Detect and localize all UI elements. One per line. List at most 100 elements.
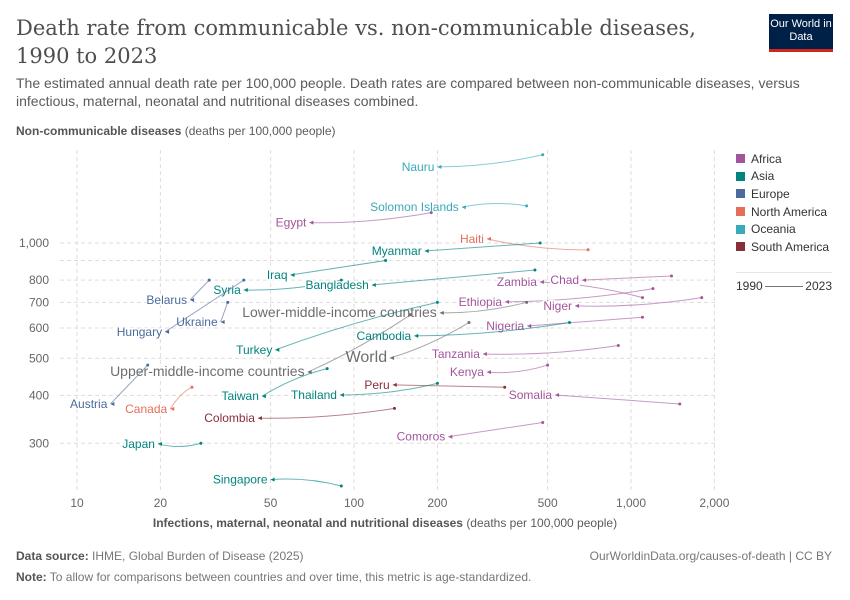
series-label: Bangladesh [305, 278, 368, 292]
series-label: Singapore [213, 473, 268, 487]
series-start-point [669, 274, 673, 278]
legend-label: Oceania [751, 222, 796, 237]
y-axis-label-bold: Non-communicable diseases [16, 124, 182, 138]
legend-swatch [736, 242, 745, 252]
legend: Africa Asia Europe North America Oceania Sout… [736, 150, 829, 256]
series-label: Comoros [397, 430, 446, 444]
legend-item[interactable]: Asia [736, 168, 829, 186]
series-label: Niger [543, 299, 572, 313]
legend-item[interactable]: Africa [736, 150, 829, 168]
x-tick-label: 20 [154, 496, 168, 510]
legend-swatch [736, 207, 745, 217]
x-tick-label: 2,000 [699, 496, 729, 510]
series-start-point [651, 287, 655, 291]
series-end-arrow [165, 329, 170, 334]
legend-item[interactable]: Oceania [736, 220, 829, 238]
series-label: Austria [70, 397, 108, 411]
time-arrow-icon [764, 285, 804, 287]
series-line [290, 260, 386, 276]
series-line [371, 269, 535, 286]
data-source: Data source: IHME, Global Burden of Dise… [16, 549, 303, 563]
series-line [164, 279, 245, 333]
legend-label: North America [751, 204, 828, 219]
series-start-point [384, 259, 388, 263]
series-label: Belarus [146, 293, 187, 307]
series-label: Peru [364, 378, 389, 392]
series-label: Zambia [497, 275, 537, 289]
series-start-point [435, 381, 439, 385]
y-axis-label-unit: (deaths per 100,000 people) [184, 124, 336, 138]
series-end-arrow [257, 416, 262, 421]
owid-logo[interactable]: Our World in Data [769, 14, 833, 52]
series-line [486, 364, 548, 374]
source-url-link[interactable]: OurWorldinData.org/causes-of-death | CC … [589, 549, 832, 563]
x-tick-label: 1,000 [616, 496, 646, 510]
series-end-arrow [371, 282, 376, 287]
legend-swatch [736, 171, 745, 181]
y-axis-label: Non-communicable diseases (deaths per 10… [16, 124, 336, 138]
legend-label: Africa [751, 151, 782, 166]
legend-swatch [736, 189, 745, 199]
legend-item[interactable]: Europe [736, 185, 829, 203]
series-start-point [325, 367, 329, 371]
series-start-point [568, 321, 572, 325]
legend-item[interactable]: South America [736, 238, 829, 256]
series-label: World [346, 349, 388, 366]
series-label: Tanzania [432, 347, 480, 361]
series-start-point [700, 296, 704, 300]
series-end-arrow [243, 287, 248, 292]
series-line [539, 281, 643, 299]
data-source-text: IHME, Global Burden of Disease (2025) [92, 549, 304, 563]
series-start-point [146, 363, 150, 367]
series-line [339, 382, 438, 396]
legend-label: Europe [751, 186, 790, 201]
series-end-arrow [339, 392, 344, 397]
series-end-arrow [390, 355, 395, 360]
x-tick-label: 100 [344, 496, 364, 510]
y-tick-label: 300 [29, 436, 49, 450]
series-label: Ukraine [176, 315, 218, 329]
series-end-arrow [290, 272, 295, 277]
series-line [461, 203, 527, 208]
y-tick-label: 600 [29, 321, 49, 335]
series-line [389, 322, 470, 359]
series-line [486, 238, 589, 251]
series-end-arrow [261, 394, 266, 399]
series-line [270, 478, 342, 487]
series-label: Iraq [267, 268, 288, 282]
series-end-arrow [527, 324, 532, 329]
series-start-point [226, 300, 230, 304]
series-end-arrow [275, 347, 280, 352]
series-start-point [392, 406, 396, 410]
series-label: Hungary [117, 325, 162, 339]
series-line [424, 242, 541, 252]
x-axis-label-unit: (deaths per 100,000 people) [466, 516, 618, 530]
series-label: Kenya [450, 365, 484, 379]
series-start-point [586, 248, 590, 252]
series-start-point [242, 278, 246, 282]
series-end-arrow [424, 249, 429, 254]
series-line [257, 407, 395, 419]
legend-item[interactable]: North America [736, 203, 829, 221]
series-end-arrow [486, 370, 491, 375]
series-end-arrow [392, 382, 397, 387]
series-label: Solomon Islands [370, 200, 459, 214]
series-start-point [678, 402, 682, 406]
x-tick-label: 200 [427, 496, 447, 510]
x-axis-label-bold: Infections, maternal, neonatal and nutri… [152, 516, 463, 530]
series-start-point [409, 313, 413, 317]
series-label: Thailand [291, 388, 337, 402]
series-start-point [541, 420, 545, 424]
series-line [392, 384, 505, 388]
series-end-arrow [309, 220, 314, 225]
series-line [527, 316, 643, 327]
series-line [505, 288, 654, 303]
chart-title: Death rate from communicable vs. non-com… [16, 16, 696, 68]
series-label: Somalia [509, 388, 553, 402]
series-label: Upper-middle-income countries [110, 363, 305, 379]
series-line [275, 301, 438, 351]
time-legend-start: 1990 [736, 279, 763, 293]
series-label: Turkey [236, 343, 272, 357]
series-end-arrow [461, 205, 466, 210]
